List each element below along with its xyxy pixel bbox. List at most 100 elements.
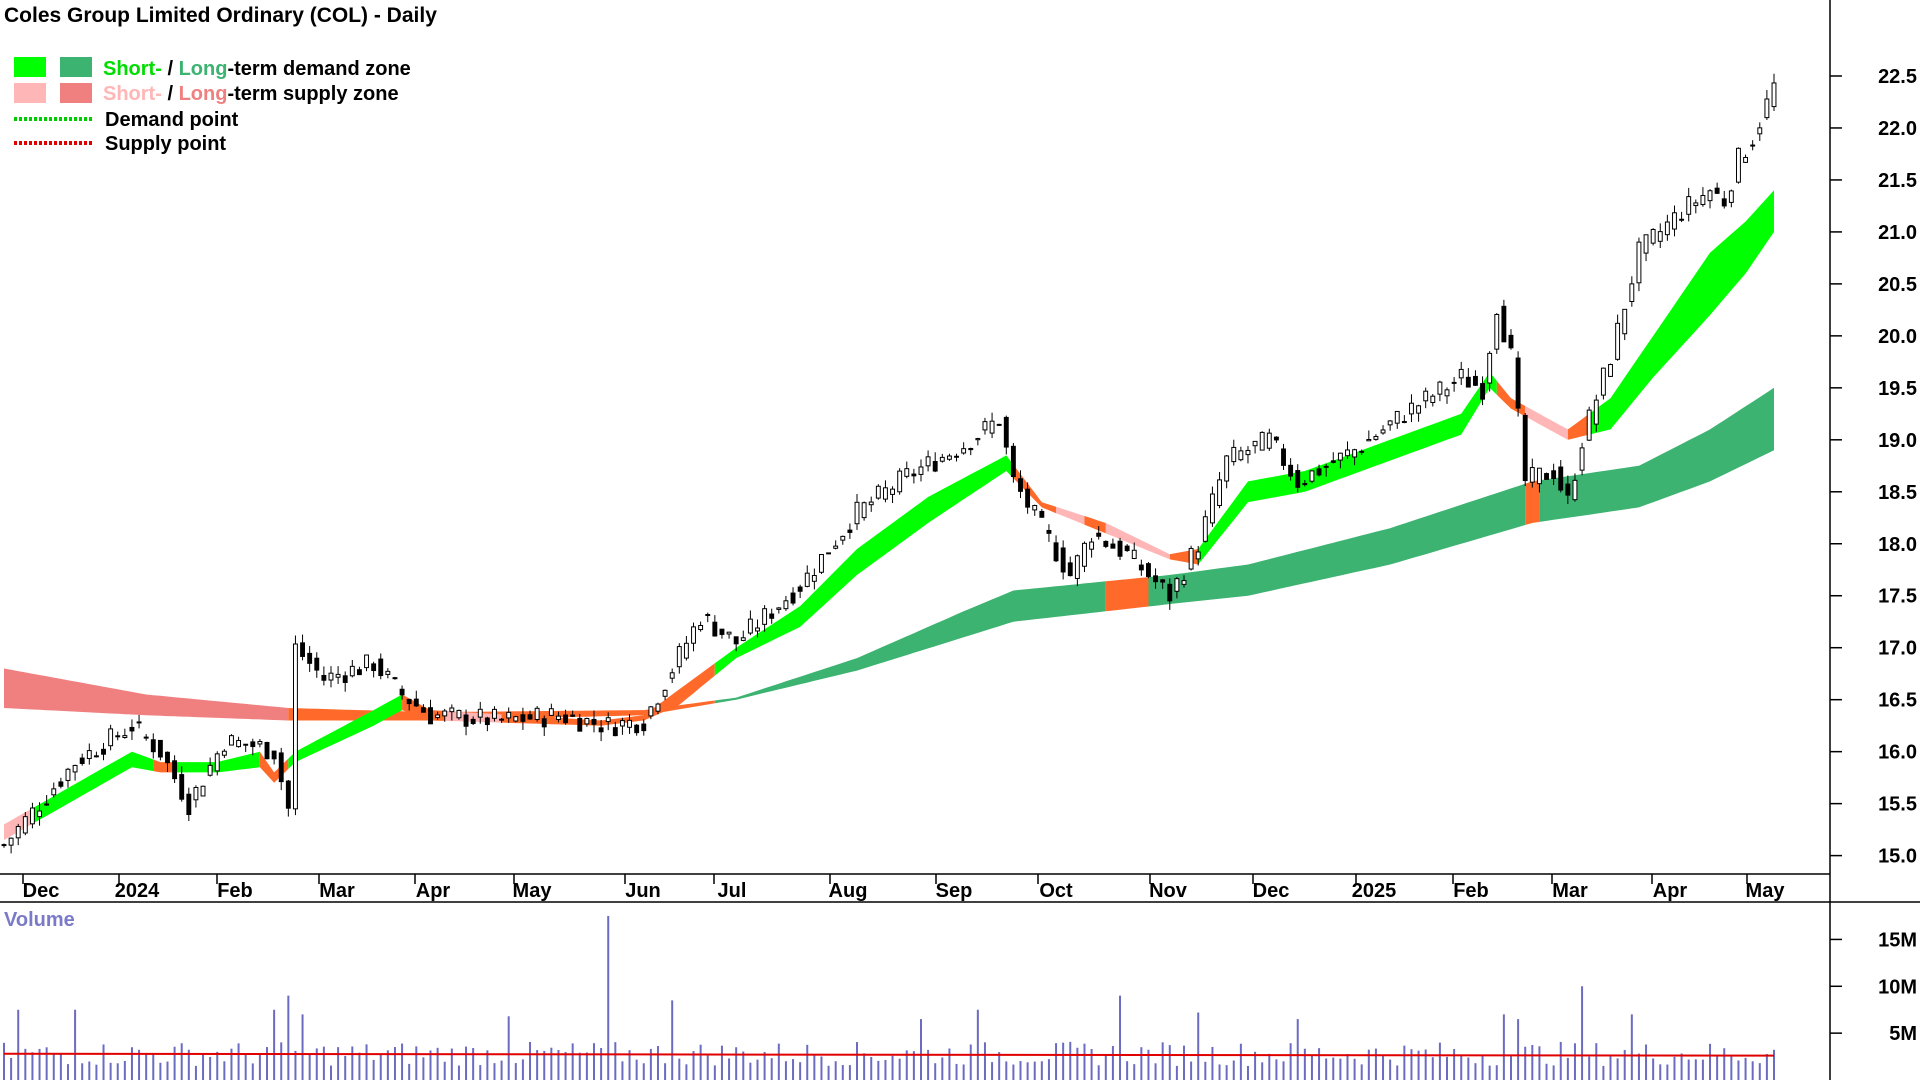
candle-body xyxy=(1345,449,1350,457)
candle-body xyxy=(1586,409,1592,441)
volume-label: Volume xyxy=(4,909,75,931)
candle-body xyxy=(1202,516,1208,542)
candle-body xyxy=(29,807,35,825)
candle-body xyxy=(1273,436,1279,441)
candle-body xyxy=(776,607,782,610)
candle-body xyxy=(8,837,14,846)
y-tick-label: 17.0 xyxy=(1878,638,1917,660)
candle-body xyxy=(1750,144,1756,147)
candle-body xyxy=(612,727,618,737)
candle-body xyxy=(349,665,355,677)
candle-body xyxy=(1444,389,1450,397)
legend-supply-point: Supply point xyxy=(105,133,226,155)
y-tick-label: 22.0 xyxy=(1878,118,1917,140)
candle-body xyxy=(662,689,668,697)
candle-body xyxy=(1309,470,1315,482)
x-tick-label: Sep xyxy=(936,880,973,902)
candle-body xyxy=(1437,381,1443,395)
candle-body xyxy=(904,468,910,477)
candle-body xyxy=(463,714,469,727)
candle-body xyxy=(1252,440,1258,447)
candle-body xyxy=(165,751,170,764)
candle-body xyxy=(1195,551,1201,560)
candle-body xyxy=(1025,488,1031,508)
candle-body xyxy=(179,774,185,800)
candle-body xyxy=(342,675,348,683)
candle-body xyxy=(1736,147,1741,183)
short-term-zone-segment xyxy=(1525,406,1568,440)
candle-body xyxy=(733,636,739,645)
long-term-zone xyxy=(4,387,1774,721)
candle-body xyxy=(783,600,789,610)
candle-body xyxy=(136,721,142,724)
candle-body xyxy=(1188,547,1194,570)
candle-body xyxy=(1664,221,1670,236)
candle-body xyxy=(868,501,874,506)
candle-body xyxy=(1764,98,1770,119)
candle-body xyxy=(364,654,369,669)
candle-body xyxy=(1003,416,1009,448)
candle-body xyxy=(989,420,995,434)
candle-body xyxy=(1217,479,1222,506)
candle-body xyxy=(243,743,249,746)
candle-body xyxy=(1174,578,1180,592)
candle-body xyxy=(1067,562,1073,577)
candle-body xyxy=(1153,575,1159,583)
candle-body xyxy=(1373,436,1379,440)
candle-body xyxy=(1771,82,1777,108)
candle-body xyxy=(577,717,583,732)
candle-body xyxy=(954,455,959,458)
candle-body xyxy=(1082,542,1087,567)
candle-body xyxy=(207,764,213,776)
candle-body xyxy=(37,810,42,818)
candle-body xyxy=(221,750,227,756)
candle-body xyxy=(833,545,839,549)
candle-body xyxy=(932,461,938,472)
candle-body xyxy=(591,718,597,725)
y-tick-label: 21.0 xyxy=(1878,222,1917,244)
candle-body xyxy=(698,625,704,631)
candle-body xyxy=(506,711,512,719)
candle-body xyxy=(875,485,881,499)
candle-body xyxy=(1359,450,1365,453)
candle-body xyxy=(890,488,896,495)
y-tick-label: 18.5 xyxy=(1878,482,1917,504)
candle-body xyxy=(1316,468,1322,476)
volume-bars xyxy=(3,916,1775,1080)
candle-body xyxy=(292,643,298,810)
x-tick-label: Apr xyxy=(1653,880,1688,902)
candle-body xyxy=(1600,367,1606,396)
candle-body xyxy=(1672,212,1677,230)
candle-body xyxy=(1245,449,1251,456)
candle-body xyxy=(229,735,234,746)
short-term-zone-segment xyxy=(714,455,1014,676)
candle-body xyxy=(385,670,391,675)
candle-body xyxy=(1295,470,1301,488)
x-tick-label: Feb xyxy=(1453,880,1489,902)
candle-body xyxy=(740,637,746,641)
candle-body xyxy=(605,717,611,723)
candle-body xyxy=(683,642,689,659)
candle-body xyxy=(1401,421,1407,424)
candle-body xyxy=(108,728,114,747)
x-tick-label: Mar xyxy=(319,880,355,902)
candle-body xyxy=(1224,455,1230,482)
candle-body xyxy=(1302,483,1308,486)
candle-body xyxy=(1366,439,1372,442)
short-term-zone-segment xyxy=(501,663,715,726)
candle-body xyxy=(1643,234,1649,254)
long-term-zone-segment xyxy=(1539,387,1774,522)
candle-body xyxy=(961,448,967,454)
candle-body xyxy=(1181,580,1187,585)
candle-body xyxy=(1451,381,1457,384)
candle-body xyxy=(193,786,199,801)
candle-body xyxy=(1508,334,1514,349)
candle-body xyxy=(1010,445,1016,478)
x-tick-label: Jun xyxy=(625,880,661,902)
legend-supply-long: Long xyxy=(179,83,228,105)
y-tick-label: 16.5 xyxy=(1878,690,1917,712)
candle-body xyxy=(335,673,341,678)
candle-body xyxy=(1480,383,1486,400)
legend-demand-rest: -term demand zone xyxy=(227,58,410,80)
candle-body xyxy=(1650,228,1656,244)
